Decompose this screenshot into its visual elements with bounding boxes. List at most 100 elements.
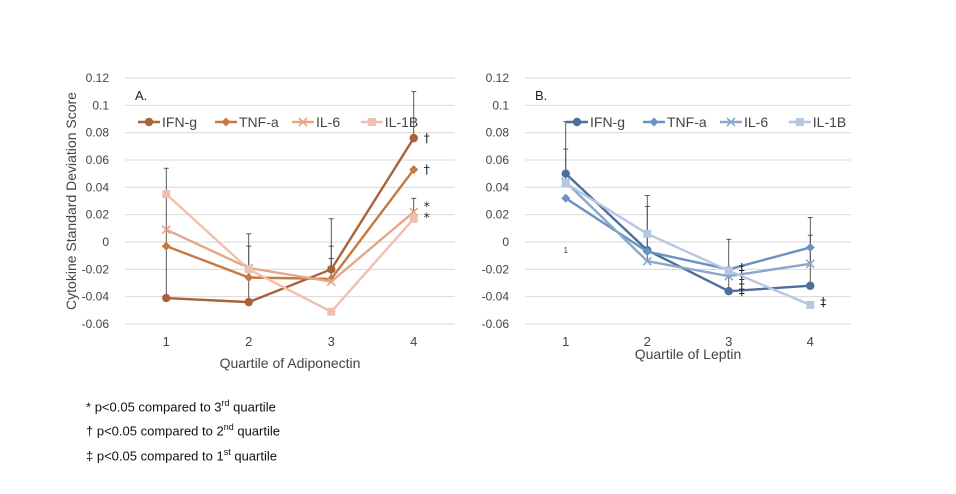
y-tick-label: -0.02 <box>82 262 110 276</box>
data-point-il-6 <box>642 256 652 266</box>
data-point-il-6 <box>161 225 171 235</box>
legend-label: IL-1B <box>385 114 418 130</box>
x-tick-label: 1 <box>562 334 569 349</box>
significance-mark: ‡ <box>820 295 826 309</box>
y-tick-label: -0.06 <box>82 317 110 331</box>
data-point-il-6 <box>409 207 419 217</box>
panel-a: -0.06 -0.04 -0.02 0 0.02 0.04 0.06 0.08 0.1 0.12 1… <box>63 71 455 371</box>
legend-marker <box>726 117 736 127</box>
legend-label: IL-1B <box>813 114 846 130</box>
legend-marker <box>144 117 154 127</box>
significance-mark: ‡ <box>739 261 745 275</box>
data-point-il-1b <box>561 179 570 188</box>
series-line-il-1b <box>565 182 811 306</box>
legend-item-tnf-a: TNF-a <box>643 114 707 130</box>
legend-marker <box>221 117 231 127</box>
y-tick-label: -0.04 <box>482 290 510 304</box>
legend-marker <box>572 117 582 127</box>
series-line-ifn-g <box>564 172 811 293</box>
footnote-3rd-quartile: * p<0.05 compared to 3rd quartile <box>86 398 276 415</box>
significance-mark: * <box>424 210 430 224</box>
x-tick-label: 3 <box>328 334 335 349</box>
legend-item-ifn-g: IFN-g <box>566 114 625 130</box>
series-line-il-6 <box>165 211 415 283</box>
legend-item-il-6: IL-6 <box>292 114 340 130</box>
x-tick-label: 4 <box>807 334 814 349</box>
series-line-tnf-a <box>565 197 811 271</box>
y-tick-label: 0.06 <box>86 153 110 167</box>
series-line-il-6 <box>564 181 811 278</box>
x-tick-label: 2 <box>644 334 651 349</box>
legend-marker <box>298 117 308 127</box>
legend-item-ifn-g: IFN-g <box>138 114 197 130</box>
data-point-tnf-a <box>244 273 254 283</box>
data-point-tnf-a <box>805 242 815 252</box>
series-line-il-1b <box>165 193 415 314</box>
data-point-il-1b <box>724 266 733 275</box>
footnote-2nd-quartile: † p<0.05 compared to 2nd quartile <box>86 422 280 439</box>
x-tick-label: 1 <box>163 334 170 349</box>
significance-mark: * <box>424 199 430 213</box>
data-point-ifn-g <box>162 293 171 303</box>
significance-mark: † <box>424 163 430 177</box>
legend-item-tnf-a: TNF-a <box>215 114 279 130</box>
data-point-ifn-g <box>561 169 570 178</box>
data-point-ifn-g <box>244 297 253 307</box>
data-point-ifn-g <box>327 265 336 274</box>
data-point-il-6 <box>326 277 336 287</box>
legend-label: IFN-g <box>162 114 197 130</box>
data-point-tnf-a <box>161 241 171 251</box>
y-tick-label: -0.06 <box>482 317 510 331</box>
data-point-tnf-a <box>561 193 571 203</box>
y-tick-label: 0.02 <box>486 208 510 222</box>
y-tick-label: 0.02 <box>86 208 110 222</box>
data-point-il-6 <box>805 259 815 269</box>
data-point-il-1b <box>327 307 336 316</box>
stray-mark: 1 <box>564 246 569 255</box>
y-tick-label: 0 <box>502 235 509 249</box>
y-tick-label: 0.1 <box>92 98 109 112</box>
data-point-il-1b <box>643 229 652 238</box>
legend-label: TNF-a <box>667 114 707 130</box>
legend-marker <box>367 118 376 126</box>
legend-item-il-6: IL-6 <box>720 114 768 130</box>
data-point-ifn-g <box>409 133 418 143</box>
footnote-1st-quartile: ‡ p<0.05 compared to 1st quartile <box>86 446 277 463</box>
legend-marker <box>649 117 659 127</box>
significance-mark: † <box>424 131 430 145</box>
significance-mark: ‡ <box>739 284 745 298</box>
y-tick-label: 0.06 <box>486 153 510 167</box>
x-axis-label: Quartile of Leptin <box>635 346 742 362</box>
x-tick-label: 2 <box>245 334 252 349</box>
legend-label: IFN-g <box>590 114 625 130</box>
legend-item-il-1b: IL-1B <box>788 114 846 130</box>
y-tick-label: -0.04 <box>82 290 110 304</box>
legend-label: TNF-a <box>239 114 279 130</box>
footnotes: * p<0.05 compared to 3rd quartile † p<0.… <box>86 393 280 466</box>
y-tick-label: 0.04 <box>86 180 110 194</box>
data-point-ifn-g <box>806 281 815 290</box>
panel-label: A. <box>135 88 147 103</box>
y-tick-label: 0.08 <box>86 126 110 140</box>
x-tick-label: 3 <box>725 334 732 349</box>
series-line-ifn-g <box>166 137 415 304</box>
panel-label: B. <box>535 88 547 103</box>
y-tick-label: 0.08 <box>486 126 510 140</box>
series-line-tnf-a <box>165 168 415 281</box>
data-point-il-1b <box>806 300 815 309</box>
legend-label: IL-6 <box>316 114 340 130</box>
significance-mark: ‡ <box>739 275 745 289</box>
legend-marker <box>795 118 804 126</box>
data-point-tnf-a <box>409 165 419 175</box>
y-tick-label: 0.04 <box>486 180 510 194</box>
y-tick-label: 0.12 <box>86 71 110 85</box>
y-tick-label: 0.1 <box>492 98 509 112</box>
y-tick-label: 0 <box>102 235 109 249</box>
legend-item-il-1b: IL-1B <box>360 114 418 130</box>
y-tick-label: 0.12 <box>486 71 510 85</box>
y-tick-label: -0.02 <box>482 262 510 276</box>
legend-label: IL-6 <box>744 114 768 130</box>
panel-b: -0.06 -0.04 -0.02 0 0.02 0.04 0.06 0.08 0.1 0.12 1… <box>482 71 851 362</box>
y-axis-label: Cytokine Standard Deviation Score <box>63 92 79 310</box>
